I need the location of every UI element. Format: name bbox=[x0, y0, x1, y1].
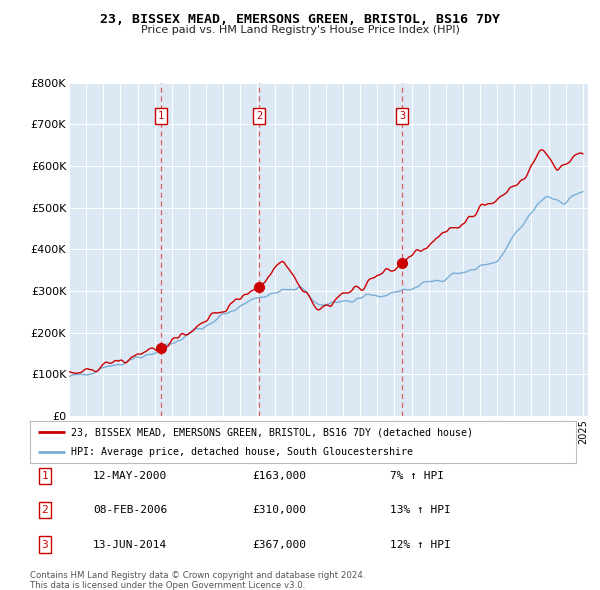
Text: 2: 2 bbox=[256, 111, 262, 121]
Text: 1: 1 bbox=[41, 471, 49, 481]
Text: 12% ↑ HPI: 12% ↑ HPI bbox=[390, 540, 451, 549]
Text: Contains HM Land Registry data © Crown copyright and database right 2024.: Contains HM Land Registry data © Crown c… bbox=[30, 571, 365, 579]
Text: HPI: Average price, detached house, South Gloucestershire: HPI: Average price, detached house, Sout… bbox=[71, 447, 413, 457]
Text: 08-FEB-2006: 08-FEB-2006 bbox=[93, 506, 167, 515]
Text: 7% ↑ HPI: 7% ↑ HPI bbox=[390, 471, 444, 481]
Text: 13% ↑ HPI: 13% ↑ HPI bbox=[390, 506, 451, 515]
Text: Price paid vs. HM Land Registry's House Price Index (HPI): Price paid vs. HM Land Registry's House … bbox=[140, 25, 460, 35]
Text: 23, BISSEX MEAD, EMERSONS GREEN, BRISTOL, BS16 7DY: 23, BISSEX MEAD, EMERSONS GREEN, BRISTOL… bbox=[100, 13, 500, 26]
Text: 12-MAY-2000: 12-MAY-2000 bbox=[93, 471, 167, 481]
Text: 3: 3 bbox=[41, 540, 49, 549]
Text: £367,000: £367,000 bbox=[252, 540, 306, 549]
Text: 23, BISSEX MEAD, EMERSONS GREEN, BRISTOL, BS16 7DY (detached house): 23, BISSEX MEAD, EMERSONS GREEN, BRISTOL… bbox=[71, 427, 473, 437]
Text: 2: 2 bbox=[41, 506, 49, 515]
Text: 1: 1 bbox=[158, 111, 164, 121]
Text: £310,000: £310,000 bbox=[252, 506, 306, 515]
Text: 13-JUN-2014: 13-JUN-2014 bbox=[93, 540, 167, 549]
Text: 3: 3 bbox=[399, 111, 405, 121]
Text: This data is licensed under the Open Government Licence v3.0.: This data is licensed under the Open Gov… bbox=[30, 581, 305, 589]
Text: £163,000: £163,000 bbox=[252, 471, 306, 481]
